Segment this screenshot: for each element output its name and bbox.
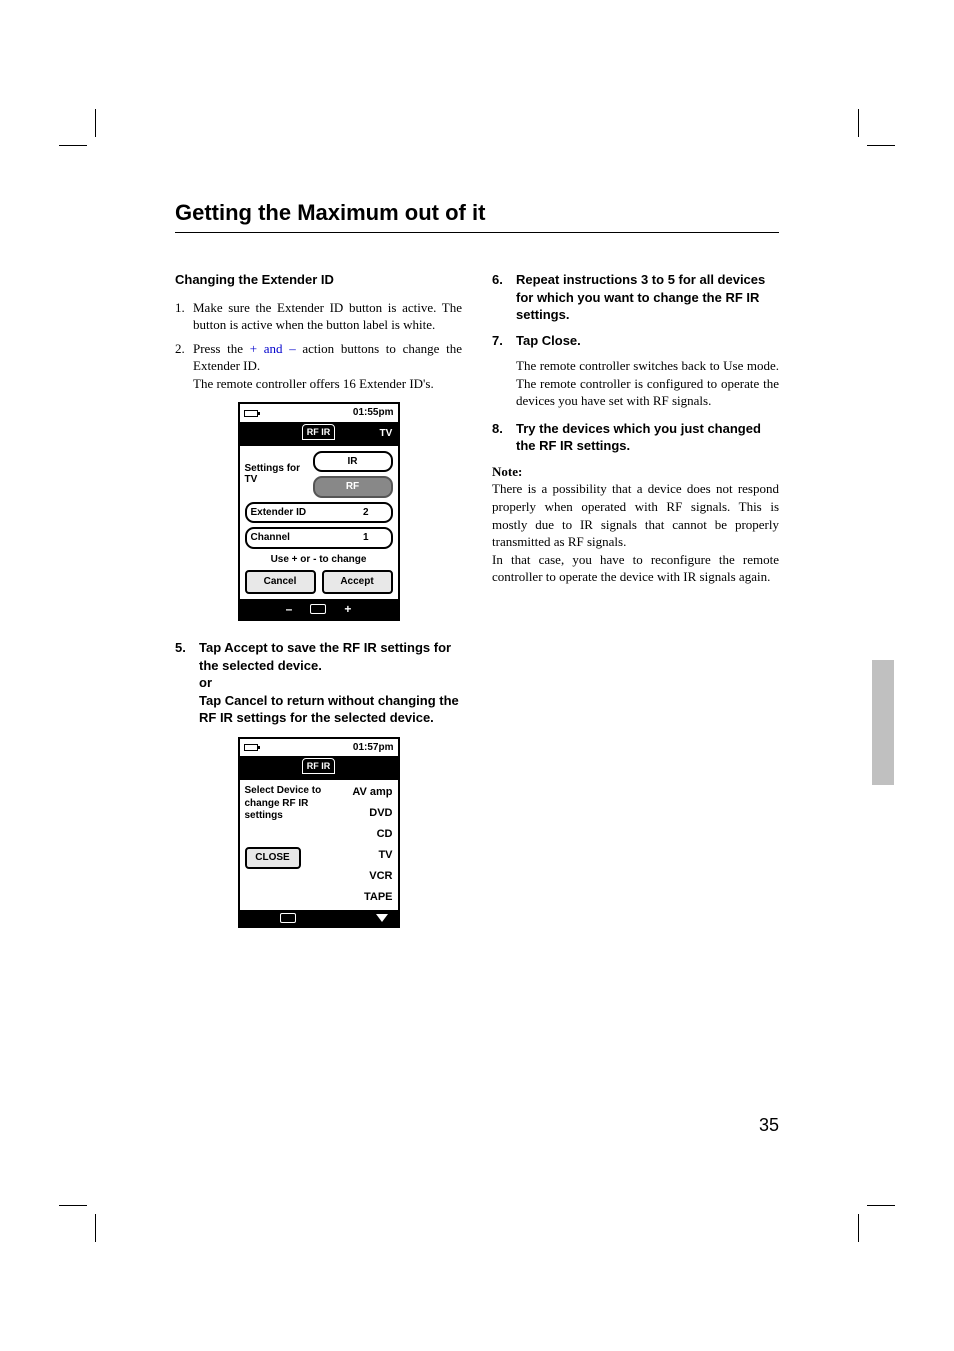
select-device-label: Select Device to change RF IR settings [245,785,333,823]
channel-value: 1 [363,531,387,545]
list-text-line2: The remote controller offers 16 Extender… [193,376,434,391]
ir-button[interactable]: IR [313,451,393,473]
remote-screen-select-device: 01:57pm RF IR Select Device to change RF… [238,737,400,928]
device-item-vcr[interactable]: VCR [337,869,393,884]
minus-action[interactable]: – [286,601,293,617]
step-5-text: Tap Accept to save the RF IR settings fo… [199,639,462,727]
list-item: 1. Make sure the Extender ID button is a… [175,299,462,334]
list-text: Make sure the Extender ID button is acti… [193,300,462,333]
chapter-title: Getting the Maximum out of it [175,200,779,233]
close-button[interactable]: CLOSE [245,847,301,870]
note-heading: Note: [492,463,779,481]
step-number: 6. [492,271,516,324]
extender-id-value: 2 [363,506,387,520]
channel-button[interactable]: Channel 1 [245,527,393,549]
step-8-text: Try the devices which you just changed t… [516,420,779,455]
list-number: 2. [175,340,185,358]
note-paragraph-1: There is a possibility that a device doe… [492,480,779,550]
device-item-tv[interactable]: TV [337,848,393,863]
note-paragraph-2: In that case, you have to reconfigure th… [492,551,779,586]
device-item-cd[interactable]: CD [337,827,393,842]
accept-button[interactable]: Accept [322,570,393,594]
rfir-tab[interactable]: RF IR [302,424,336,440]
step-6-text: Repeat instructions 3 to 5 for all devic… [516,271,779,324]
extender-id-label: Extender ID [251,506,363,520]
titlebar-device: TV [380,427,392,441]
subheading-changing-extender-id: Changing the Extender ID [175,271,462,289]
device-item-avamp[interactable]: AV amp [337,785,393,800]
down-arrow-icon[interactable] [376,914,388,922]
device-item-tape[interactable]: TAPE [337,890,393,905]
step-number: 5. [175,639,199,727]
plus-minus-link: + and – [250,341,296,356]
home-icon[interactable] [280,913,296,923]
hint-text: Use + or - to change [245,553,393,567]
battery-icon [244,744,258,751]
extender-id-button[interactable]: Extender ID 2 [245,502,393,524]
step-number: 8. [492,420,516,455]
rf-button[interactable]: RF [313,476,393,498]
remote-screen-rfir-settings: 01:55pm RF IR TV Settings for TV IR RF [238,402,400,621]
step-number: 7. [492,332,516,350]
text-fragment: Press the [193,341,250,356]
list-number: 1. [175,299,185,317]
battery-icon [244,410,258,417]
list-item: 2. Press the + and – action buttons to c… [175,340,462,393]
device-item-dvd[interactable]: DVD [337,806,393,821]
settings-for-label: Settings for TV [245,463,309,485]
cancel-button[interactable]: Cancel [245,570,316,594]
step-7-text: Tap Close. [516,332,779,350]
clock-time: 01:55pm [353,406,394,420]
home-icon[interactable] [310,604,326,614]
step-7-body: The remote controller switches back to U… [492,357,779,410]
rfir-tab[interactable]: RF IR [302,758,336,774]
channel-label: Channel [251,531,363,545]
clock-time: 01:57pm [353,741,394,755]
page-number: 35 [759,1115,779,1136]
list-text: Press the + and – action buttons to chan… [193,341,462,374]
plus-action[interactable]: + [344,601,351,617]
section-side-tab [872,660,894,785]
